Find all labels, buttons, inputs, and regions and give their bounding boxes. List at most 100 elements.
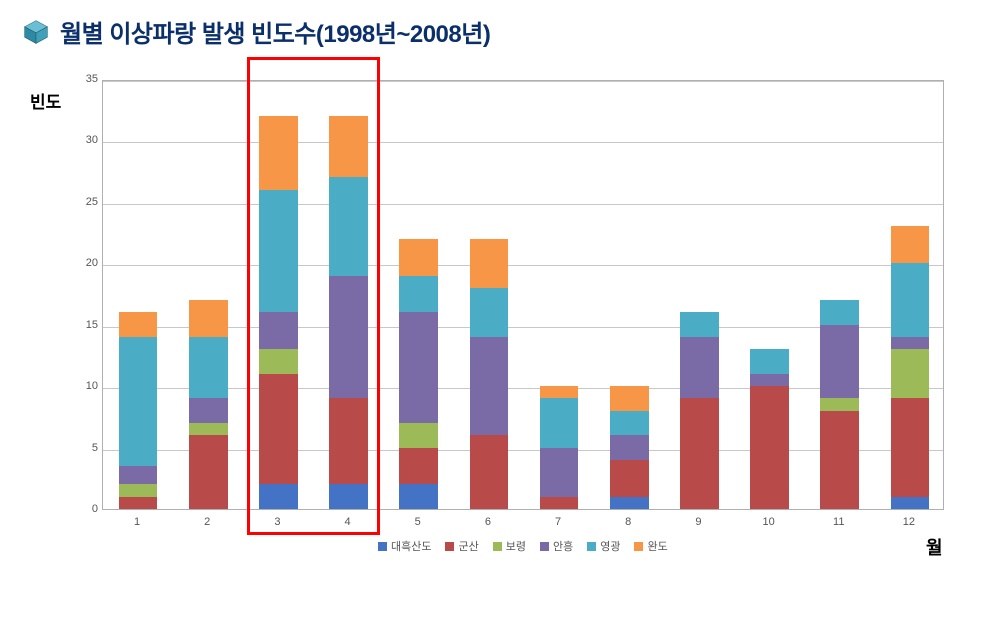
bar-segment (891, 337, 930, 349)
y-tick-label: 5 (62, 442, 98, 454)
bar-segment (820, 325, 859, 399)
legend-label: 대흑산도 (391, 538, 431, 554)
bar-segment (399, 276, 438, 313)
bar-segment (610, 435, 649, 460)
y-tick-label: 10 (62, 380, 98, 392)
y-axis-label: 빈도 (30, 88, 61, 113)
bar-segment (329, 484, 368, 509)
legend-swatch (540, 542, 549, 551)
bar-group (610, 79, 649, 509)
x-tick-label: 3 (242, 516, 312, 528)
legend-swatch (445, 542, 454, 551)
y-tick-label: 0 (62, 503, 98, 515)
legend-swatch (587, 542, 596, 551)
bar-segment (119, 466, 158, 484)
x-tick-label: 9 (663, 516, 733, 528)
bar-segment (259, 312, 298, 349)
bar-segment (540, 398, 579, 447)
bar-segment (891, 497, 930, 509)
bar-segment (750, 349, 789, 374)
bar-segment (680, 398, 719, 509)
bar-segment (119, 497, 158, 509)
bar-segment (329, 116, 368, 177)
y-tick-label: 15 (62, 319, 98, 331)
bar-segment (610, 386, 649, 411)
legend-label: 군산 (458, 538, 478, 554)
bar-segment (540, 497, 579, 509)
bar-segment (189, 435, 228, 509)
bar-segment (470, 239, 509, 288)
gridline (103, 142, 943, 143)
bar-segment (259, 116, 298, 190)
bar-segment (119, 337, 158, 466)
bar-segment (820, 398, 859, 410)
bar-segment (259, 349, 298, 374)
gridline (103, 265, 943, 266)
legend-item: 영광 (587, 538, 620, 554)
legend-swatch (634, 542, 643, 551)
title-bar: 월별 이상파랑 발생 빈도수(1998년~2008년) (0, 0, 986, 49)
bar-segment (891, 263, 930, 337)
bar-segment (119, 484, 158, 496)
legend-item: 안흥 (540, 538, 573, 554)
x-tick-label: 2 (172, 516, 242, 528)
bar-segment (329, 398, 368, 484)
bar-segment (470, 337, 509, 435)
legend-item: 대흑산도 (378, 538, 431, 554)
y-tick-label: 35 (62, 73, 98, 85)
y-tick-label: 25 (62, 196, 98, 208)
bar-group (891, 79, 930, 509)
x-tick-label: 8 (593, 516, 663, 528)
bar-segment (891, 398, 930, 496)
x-axis-label: 월 (926, 534, 943, 560)
bar-group (259, 79, 298, 509)
bar-segment (329, 276, 368, 399)
bar-segment (119, 312, 158, 337)
x-tick-label: 6 (453, 516, 523, 528)
bar-segment (610, 411, 649, 436)
legend-label: 보령 (506, 538, 526, 554)
bar-group (540, 79, 579, 509)
legend-item: 군산 (445, 538, 478, 554)
bar-segment (259, 484, 298, 509)
bar-segment (399, 448, 438, 485)
bar-segment (329, 177, 368, 275)
x-tick-label: 10 (734, 516, 804, 528)
y-tick-label: 20 (62, 257, 98, 269)
cube-icon (22, 18, 50, 46)
bar-group (680, 79, 719, 509)
legend-item: 완도 (634, 538, 667, 554)
gridline (103, 327, 943, 328)
chart: 빈도05101520253035123456789101112월대흑산도군산보령… (30, 80, 950, 560)
legend: 대흑산도 군산 보령 안흥 영광 완도 (378, 538, 668, 554)
page-title: 월별 이상파랑 발생 빈도수(1998년~2008년) (60, 14, 490, 49)
bar-segment (540, 448, 579, 497)
x-tick-label: 5 (383, 516, 453, 528)
legend-item: 보령 (493, 538, 526, 554)
gridline (103, 81, 943, 82)
bar-segment (610, 497, 649, 509)
legend-label: 안흥 (553, 538, 573, 554)
bar-segment (820, 411, 859, 509)
bar-segment (399, 239, 438, 276)
bar-segment (820, 300, 859, 325)
bar-group (119, 79, 158, 509)
x-tick-label: 7 (523, 516, 593, 528)
gridline (103, 204, 943, 205)
gridline (103, 388, 943, 389)
bar-segment (750, 386, 789, 509)
bar-segment (470, 435, 509, 509)
x-tick-label: 4 (313, 516, 383, 528)
bar-segment (750, 374, 789, 386)
x-tick-label: 1 (102, 516, 172, 528)
bar-segment (540, 386, 579, 398)
bar-segment (891, 226, 930, 263)
legend-label: 영광 (600, 538, 620, 554)
bar-segment (399, 484, 438, 509)
legend-swatch (378, 542, 387, 551)
bar-segment (189, 398, 228, 423)
bar-group (399, 79, 438, 509)
legend-swatch (493, 542, 502, 551)
gridline (103, 450, 943, 451)
bar-segment (680, 337, 719, 398)
